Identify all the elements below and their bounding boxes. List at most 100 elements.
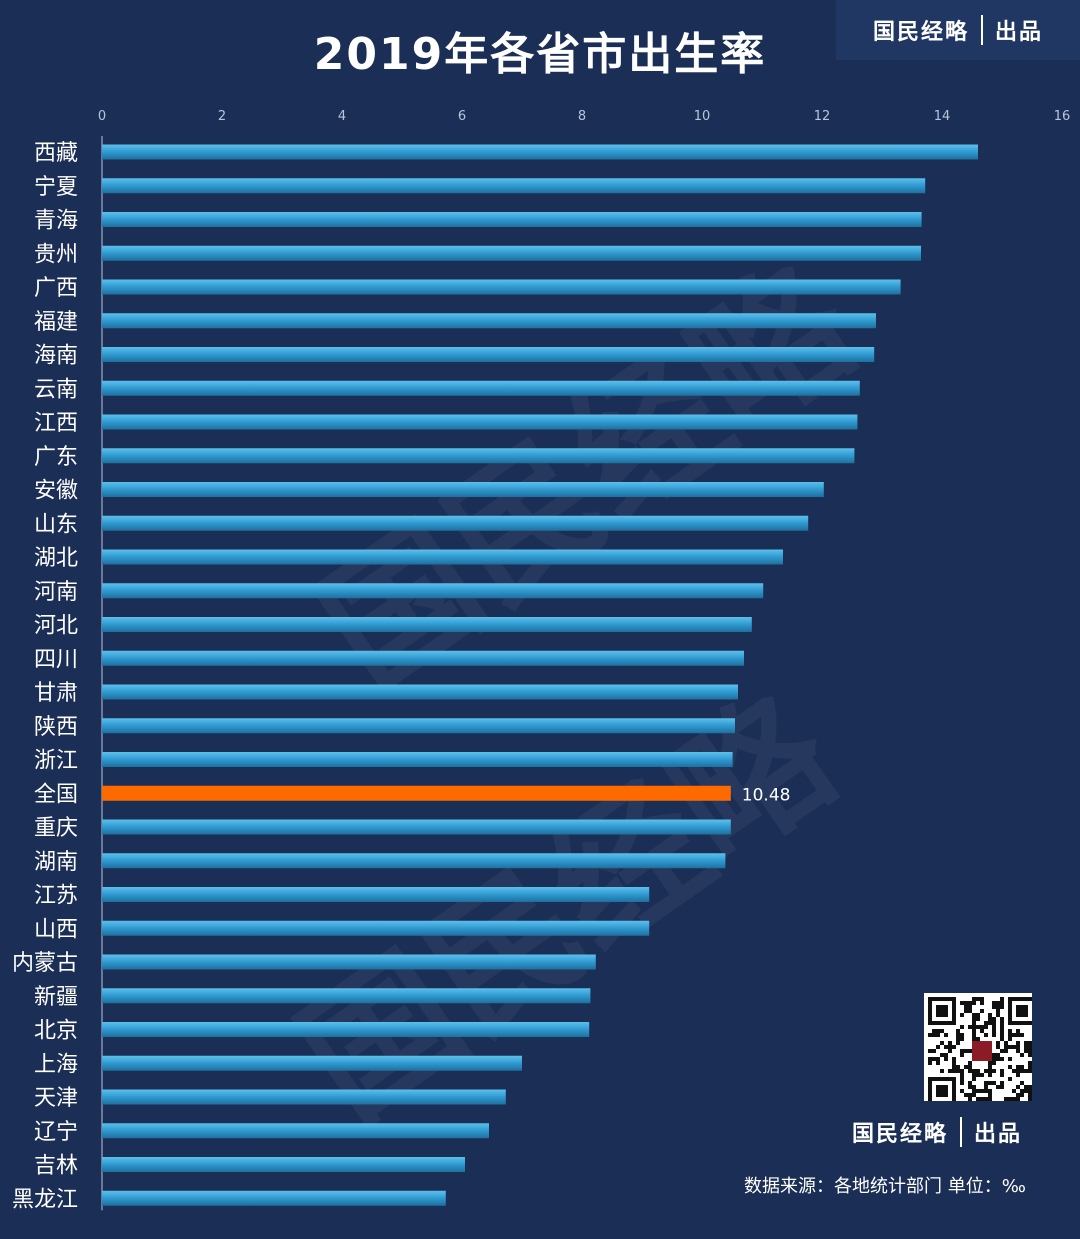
qr-module: [1000, 1005, 1004, 1009]
qr-module: [992, 1021, 996, 1025]
brand-footer: 国民经略 出品: [852, 1114, 1042, 1150]
qr-module: [1008, 1045, 1012, 1049]
qr-module: [972, 1001, 976, 1005]
qr-module: [1000, 1021, 1004, 1025]
brand-name: 国民经略: [872, 19, 969, 45]
bar: [102, 212, 922, 227]
qr-module: [996, 1001, 1000, 1005]
qr-module: [956, 1037, 960, 1041]
qr-module: [964, 1005, 968, 1009]
qr-module: [936, 1085, 948, 1097]
qr-module: [956, 1069, 960, 1073]
bar: [102, 245, 921, 261]
qr-module: [976, 1089, 980, 1093]
y-category-label: 贵州: [34, 242, 78, 267]
qr-module: [972, 1093, 976, 1097]
qr-module: [948, 1069, 952, 1073]
qr-module: [956, 1041, 960, 1045]
qr-module: [1024, 1069, 1028, 1073]
qr-module: [1028, 1093, 1032, 1097]
qr-module: [1016, 1097, 1020, 1101]
qr-module: [1000, 1085, 1004, 1089]
y-category-label: 新疆: [34, 985, 78, 1010]
qr-module: [972, 1033, 976, 1037]
qr-module: [1020, 1081, 1024, 1085]
qr-module: [980, 1097, 984, 1101]
bar: [102, 380, 860, 396]
qr-module: [1012, 1097, 1016, 1101]
qr-module: [1000, 1073, 1004, 1077]
y-category-label: 吉林: [34, 1154, 78, 1179]
x-tick-label: 2: [218, 109, 226, 124]
qr-module: [1000, 1001, 1004, 1005]
qr-module: [1000, 1081, 1004, 1085]
y-category-label: 上海: [34, 1052, 78, 1077]
qr-module: [988, 1069, 992, 1073]
y-category-label: 福建: [34, 310, 78, 335]
bar-highlight: [102, 785, 731, 801]
qr-module: [972, 1025, 976, 1029]
y-category-label: 云南: [34, 377, 78, 402]
qr-module: [992, 1081, 996, 1085]
y-category-label: 山东: [34, 512, 78, 537]
qr-module: [964, 1009, 968, 1013]
qr-module: [944, 1045, 948, 1049]
qr-module: [1000, 1017, 1004, 1021]
qr-module: [1024, 1085, 1028, 1089]
qr-module: [964, 1049, 968, 1053]
qr-module: [1004, 1097, 1008, 1101]
qr-module: [1000, 1033, 1004, 1037]
bar: [102, 684, 738, 700]
qr-module: [928, 1049, 932, 1053]
qr-module: [976, 1097, 980, 1101]
qr-module: [992, 1069, 996, 1073]
chart-title: 2019年各省市出生率: [313, 29, 767, 80]
qr-module: [1008, 1065, 1012, 1069]
qr-module: [960, 1049, 964, 1053]
qr-module: [960, 1033, 964, 1037]
y-category-label: 海南: [34, 344, 78, 369]
qr-module: [992, 1057, 996, 1061]
qr-module: [1016, 1033, 1020, 1037]
bar: [102, 347, 875, 362]
qr-module: [1028, 1089, 1032, 1093]
qr-module: [972, 1085, 976, 1089]
qr-module: [988, 1013, 992, 1017]
qr-module: [1024, 1049, 1028, 1053]
qr-module: [992, 1001, 996, 1005]
y-category-label: 广西: [34, 276, 78, 301]
qr-module: [988, 1093, 992, 1097]
y-category-label: 重庆: [34, 816, 78, 841]
qr-module: [936, 1005, 948, 1017]
x-tick-label: 0: [98, 109, 106, 124]
qr-module: [980, 1029, 984, 1033]
qr-module: [952, 1057, 956, 1061]
qr-module: [976, 1025, 980, 1029]
brand-footer-name: 国民经略: [852, 1121, 949, 1147]
y-category-label: 江西: [34, 411, 78, 436]
qr-module: [928, 1057, 932, 1061]
y-category-label: 西藏: [34, 141, 78, 166]
bar: [102, 178, 926, 194]
qr-module: [936, 1033, 940, 1037]
qr-module: [980, 1073, 984, 1077]
qr-module: [960, 1081, 964, 1085]
qr-module: [1004, 1049, 1008, 1053]
qr-module: [984, 1025, 988, 1029]
qr-module: [944, 1057, 948, 1061]
qr-module: [1008, 1097, 1012, 1101]
y-category-label: 湖北: [34, 546, 78, 571]
qr-module: [1008, 1033, 1012, 1037]
qr-module: [1020, 1053, 1024, 1057]
qr-module: [972, 1069, 976, 1073]
qr-module: [968, 1065, 972, 1069]
qr-module: [1028, 1041, 1032, 1045]
qr-module: [992, 1017, 996, 1021]
qr-module: [976, 1017, 980, 1021]
qr-module: [1028, 1049, 1032, 1053]
qr-module: [992, 1061, 996, 1065]
qr-module: [968, 1081, 972, 1085]
x-tick-label: 16: [1054, 109, 1071, 124]
qr-module: [952, 1045, 956, 1049]
qr-module: [972, 1037, 976, 1041]
